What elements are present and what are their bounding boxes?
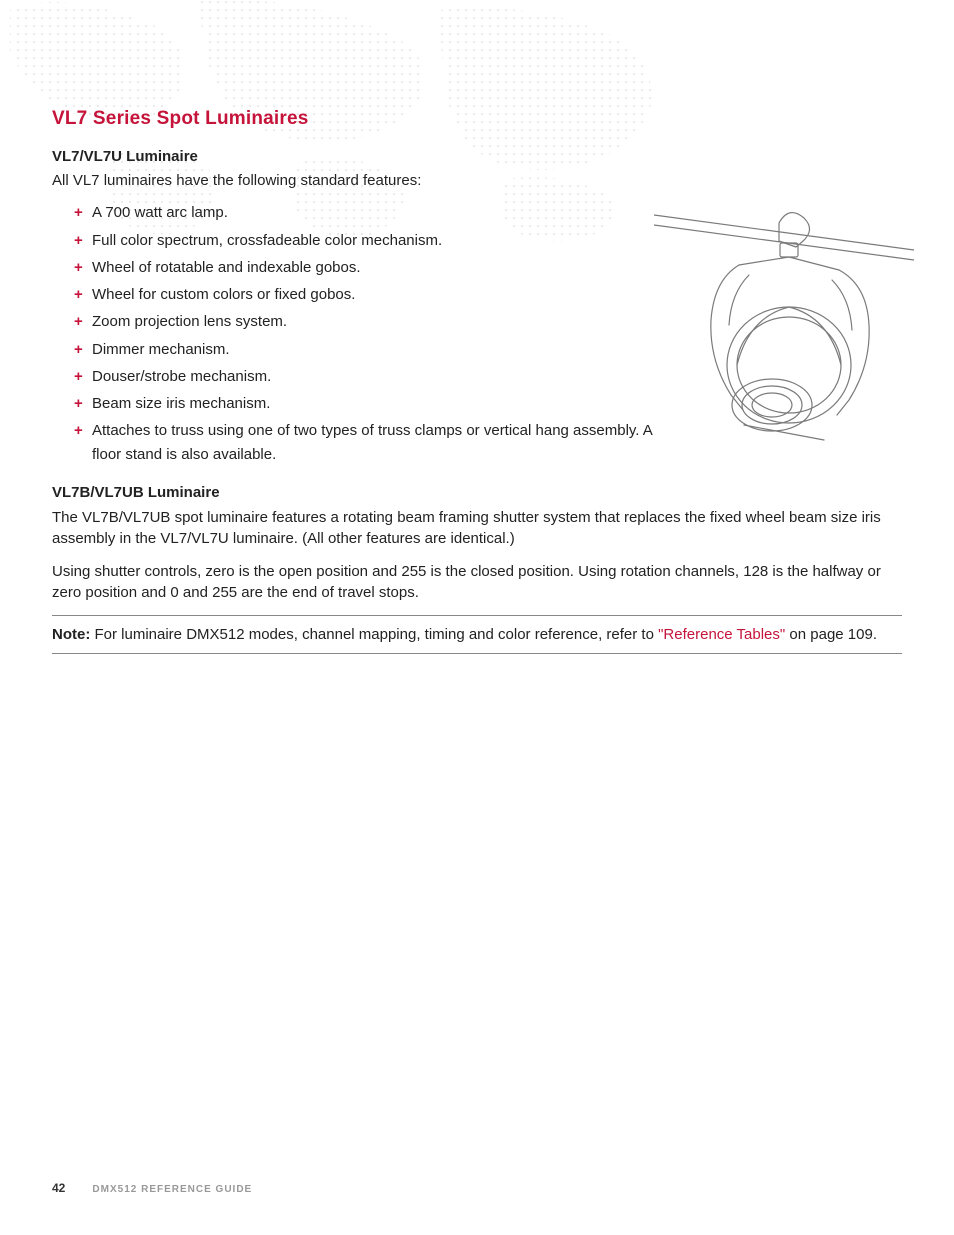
page-number: 42	[52, 1181, 65, 1195]
feature-list: A 700 watt arc lamp. Full color spectrum…	[74, 201, 674, 466]
body-paragraph: The VL7B/VL7UB spot luminaire features a…	[52, 507, 902, 549]
page-footer: 42 DMX512 REFERENCE GUIDE	[52, 1181, 252, 1195]
note-text-after: on page 109.	[785, 626, 877, 643]
content-area: VL7 Series Spot Luminaires VL7/VL7U Lumi…	[52, 108, 902, 654]
feature-item: Wheel for custom colors or fixed gobos.	[74, 283, 674, 306]
feature-item: Dimmer mechanism.	[74, 338, 674, 361]
feature-item: Beam size iris mechanism.	[74, 392, 674, 415]
document-page: VL7 Series Spot Luminaires VL7/VL7U Lumi…	[0, 0, 954, 1235]
feature-item: A 700 watt arc lamp.	[74, 201, 674, 224]
feature-item: Wheel of rotatable and indexable gobos.	[74, 256, 674, 279]
feature-item: Douser/strobe mechanism.	[74, 365, 674, 388]
subsection-heading-vl7: VL7/VL7U Luminaire	[52, 148, 902, 165]
guide-label: DMX512 REFERENCE GUIDE	[92, 1184, 252, 1195]
note-label: Note:	[52, 626, 90, 643]
subsection-heading-vl7b: VL7B/VL7UB Luminaire	[52, 484, 902, 501]
note-block: Note: For luminaire DMX512 modes, channe…	[52, 615, 902, 654]
section-title: VL7 Series Spot Luminaires	[52, 108, 902, 130]
feature-item: Zoom projection lens system.	[74, 310, 674, 333]
note-text-before: For luminaire DMX512 modes, channel mapp…	[90, 626, 658, 643]
reference-tables-link[interactable]: "Reference Tables"	[658, 626, 785, 643]
intro-text: All VL7 luminaires have the following st…	[52, 171, 902, 191]
feature-item: Full color spectrum, crossfadeable color…	[74, 229, 674, 252]
body-paragraph: Using shutter controls, zero is the open…	[52, 561, 902, 603]
feature-item: Attaches to truss using one of two types…	[74, 419, 674, 466]
